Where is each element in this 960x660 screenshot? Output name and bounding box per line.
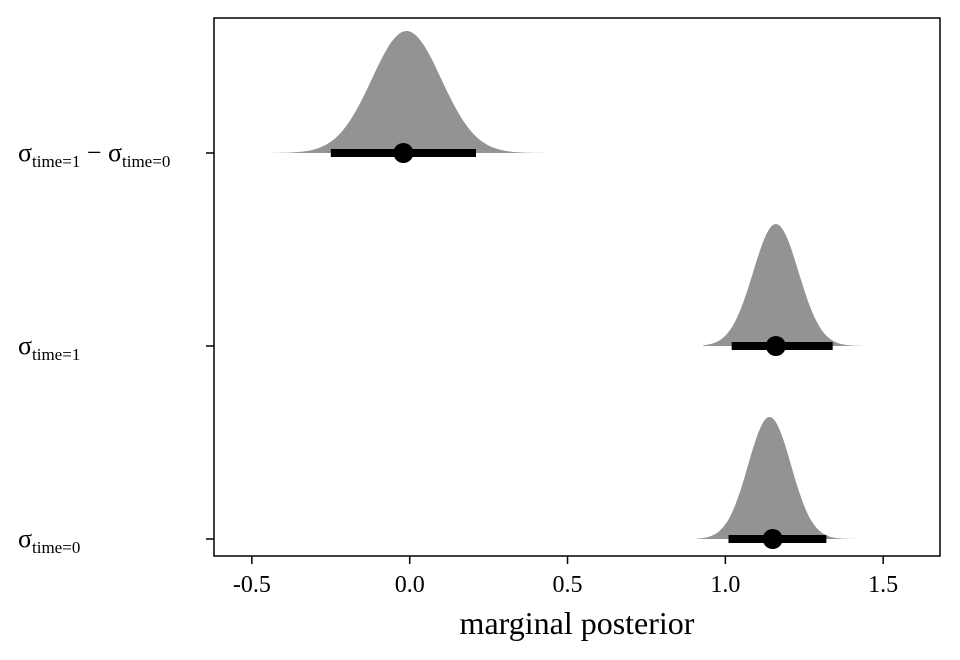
- x-tick-label: 0.5: [553, 572, 583, 598]
- y-category-label: σtime=1: [18, 331, 80, 364]
- interval-layer: [330, 143, 833, 549]
- x-axis: -0.5 0.0 0.5 1.0 1.5: [233, 556, 898, 598]
- plot-panel-border: [213, 17, 941, 557]
- density-layer: [245, 31, 915, 539]
- x-tick-label: -0.5: [233, 572, 271, 598]
- point-estimate-3: [762, 529, 783, 549]
- point-estimate-1: [393, 143, 414, 163]
- point-estimate-2: [765, 336, 786, 356]
- y-category-label: σtime=1 − σtime=0: [18, 138, 170, 171]
- density-area-2: [703, 224, 915, 346]
- y-axis: σtime=1 − σtime=0 σtime=1 σtime=0: [18, 138, 214, 557]
- density-area-3: [696, 417, 909, 539]
- x-tick-label: 0.0: [395, 572, 425, 598]
- y-category-label: σtime=0: [18, 524, 80, 557]
- x-tick-label: 1.0: [710, 572, 740, 598]
- x-axis-title: marginal posterior: [460, 605, 695, 641]
- density-area-1: [245, 31, 574, 153]
- x-tick-label: 1.5: [868, 572, 898, 598]
